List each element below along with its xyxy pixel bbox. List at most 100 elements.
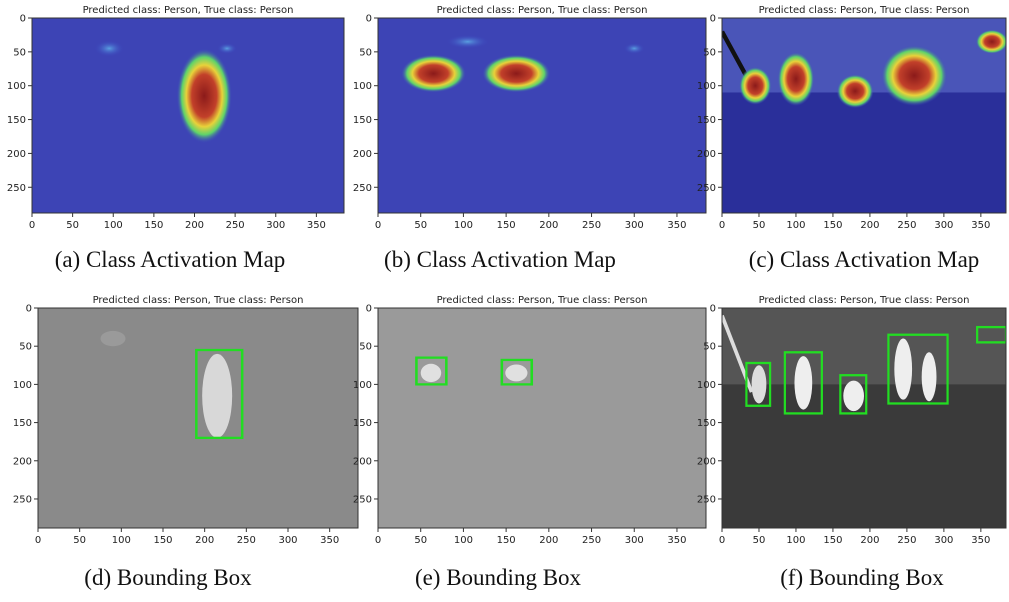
y-tick-label: 250 [7, 183, 26, 194]
x-tick-label: 200 [539, 220, 558, 231]
y-tick-label: 250 [697, 183, 716, 194]
figure: Predicted class: Person, True class: Per… [0, 0, 1009, 602]
x-tick-label: 0 [375, 535, 381, 546]
x-tick-label: 0 [375, 220, 381, 231]
caption: (b) Class Activation Map [384, 247, 616, 272]
thermal-image [378, 308, 706, 528]
y-tick-label: 250 [697, 494, 716, 505]
x-tick-label: 350 [307, 220, 326, 231]
y-tick-label: 100 [353, 380, 372, 391]
panel-title: Predicted class: Person, True class: Per… [759, 295, 970, 306]
panel-title: Predicted class: Person, True class: Per… [93, 295, 304, 306]
x-tick-label: 250 [897, 535, 916, 546]
x-tick-label: 300 [266, 220, 285, 231]
x-tick-label: 0 [35, 535, 41, 546]
y-tick-label: 0 [710, 14, 716, 25]
x-tick-label: 0 [29, 220, 35, 231]
x-tick-label: 150 [823, 220, 842, 231]
y-tick-label: 0 [20, 14, 26, 25]
activation-image [722, 18, 1008, 213]
y-tick-label: 0 [366, 14, 372, 25]
y-tick-label: 100 [697, 81, 716, 92]
thermal-image [722, 308, 1006, 528]
x-tick-label: 250 [237, 535, 256, 546]
x-tick-label: 250 [582, 535, 601, 546]
y-tick-label: 200 [353, 456, 372, 467]
y-tick-label: 200 [353, 149, 372, 160]
x-tick-label: 300 [934, 535, 953, 546]
y-tick-label: 150 [353, 418, 372, 429]
x-tick-label: 300 [625, 220, 644, 231]
y-tick-label: 250 [353, 494, 372, 505]
y-tick-label: 100 [7, 81, 26, 92]
x-tick-label: 250 [582, 220, 601, 231]
caption: (f) Bounding Box [780, 565, 944, 590]
caption: (a) Class Activation Map [55, 247, 286, 272]
y-tick-label: 100 [697, 380, 716, 391]
x-tick-label: 100 [104, 220, 123, 231]
x-tick-label: 150 [823, 535, 842, 546]
x-tick-label: 200 [185, 220, 204, 231]
x-tick-label: 250 [226, 220, 245, 231]
activation-image [32, 18, 344, 213]
y-tick-label: 50 [703, 342, 716, 353]
x-tick-label: 100 [454, 535, 473, 546]
x-tick-label: 150 [153, 535, 172, 546]
y-tick-label: 250 [353, 183, 372, 194]
x-tick-label: 350 [971, 535, 990, 546]
x-tick-label: 100 [112, 535, 131, 546]
x-tick-label: 50 [73, 535, 86, 546]
x-tick-label: 200 [860, 535, 879, 546]
panel-title: Predicted class: Person, True class: Per… [759, 5, 970, 16]
caption: (d) Bounding Box [84, 565, 252, 590]
x-tick-label: 50 [414, 535, 427, 546]
y-tick-label: 150 [697, 418, 716, 429]
y-tick-label: 50 [359, 342, 372, 353]
x-tick-label: 100 [454, 220, 473, 231]
y-tick-label: 50 [13, 47, 26, 58]
x-tick-label: 300 [625, 535, 644, 546]
y-tick-label: 100 [353, 81, 372, 92]
panel-title: Predicted class: Person, True class: Per… [437, 5, 648, 16]
y-tick-label: 200 [13, 456, 32, 467]
caption: (e) Bounding Box [415, 565, 582, 590]
panel-title: Predicted class: Person, True class: Per… [83, 5, 294, 16]
y-tick-label: 0 [710, 304, 716, 315]
x-tick-label: 50 [66, 220, 79, 231]
x-tick-label: 0 [719, 535, 725, 546]
y-tick-label: 50 [359, 47, 372, 58]
y-tick-label: 150 [13, 418, 32, 429]
x-tick-label: 150 [144, 220, 163, 231]
x-tick-label: 100 [786, 535, 805, 546]
x-tick-label: 200 [539, 535, 558, 546]
x-tick-label: 50 [753, 220, 766, 231]
x-tick-label: 350 [320, 535, 339, 546]
y-tick-label: 150 [697, 115, 716, 126]
y-tick-label: 250 [13, 494, 32, 505]
x-tick-label: 150 [497, 220, 516, 231]
y-tick-label: 200 [7, 149, 26, 160]
x-tick-label: 350 [971, 220, 990, 231]
y-tick-label: 200 [697, 149, 716, 160]
x-tick-label: 200 [860, 220, 879, 231]
activation-image [378, 18, 706, 213]
y-tick-label: 100 [13, 380, 32, 391]
x-tick-label: 100 [786, 220, 805, 231]
x-tick-label: 350 [667, 535, 686, 546]
y-tick-label: 50 [19, 342, 32, 353]
x-tick-label: 350 [667, 220, 686, 231]
x-tick-label: 250 [897, 220, 916, 231]
y-tick-label: 150 [353, 115, 372, 126]
caption: (c) Class Activation Map [749, 247, 980, 272]
panel-title: Predicted class: Person, True class: Per… [437, 295, 648, 306]
y-tick-label: 150 [7, 115, 26, 126]
x-tick-label: 200 [195, 535, 214, 546]
x-tick-label: 50 [414, 220, 427, 231]
y-tick-label: 50 [703, 47, 716, 58]
x-tick-label: 300 [278, 535, 297, 546]
x-tick-label: 50 [753, 535, 766, 546]
x-tick-label: 150 [497, 535, 516, 546]
x-tick-label: 300 [934, 220, 953, 231]
y-tick-label: 0 [26, 304, 32, 315]
x-tick-label: 0 [719, 220, 725, 231]
